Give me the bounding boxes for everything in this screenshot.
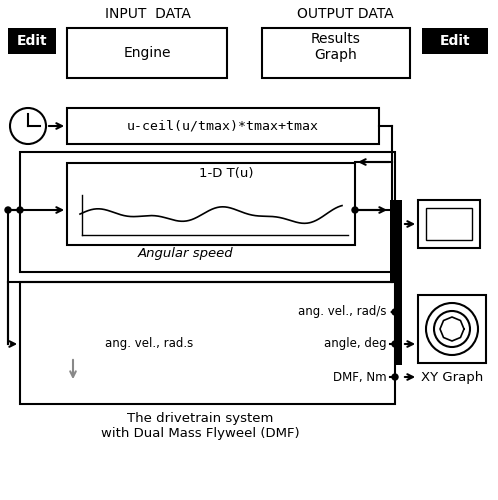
Text: angle, deg: angle, deg xyxy=(324,338,387,350)
Text: Edit: Edit xyxy=(17,34,47,48)
Bar xyxy=(20,152,395,272)
Bar xyxy=(418,295,486,363)
Bar xyxy=(422,28,488,54)
Text: The drivetrain system
with Dual Mass Flyweel (DMF): The drivetrain system with Dual Mass Fly… xyxy=(101,412,299,440)
Text: INPUT  DATA: INPUT DATA xyxy=(105,7,191,21)
Text: Engine: Engine xyxy=(123,46,171,60)
Circle shape xyxy=(352,207,358,213)
Text: ang. vel., rad/s: ang. vel., rad/s xyxy=(298,306,387,318)
Bar xyxy=(262,28,410,78)
Bar xyxy=(67,28,227,78)
Bar xyxy=(426,208,472,240)
Text: DMF, Nm: DMF, Nm xyxy=(333,370,387,384)
Circle shape xyxy=(17,207,23,213)
Text: u-ceil(u/tmax)*tmax+tmax: u-ceil(u/tmax)*tmax+tmax xyxy=(127,120,319,132)
Bar xyxy=(8,28,56,54)
Circle shape xyxy=(426,303,478,355)
Circle shape xyxy=(10,108,46,144)
Text: 1-D T(u): 1-D T(u) xyxy=(199,168,253,180)
Circle shape xyxy=(392,309,398,315)
Circle shape xyxy=(434,311,470,347)
Text: Edit: Edit xyxy=(440,34,470,48)
Bar xyxy=(390,200,402,365)
Bar xyxy=(20,282,395,404)
Text: Angular speed: Angular speed xyxy=(138,248,234,260)
Text: ang. vel., rad.s: ang. vel., rad.s xyxy=(105,338,193,350)
Circle shape xyxy=(392,341,398,347)
Bar xyxy=(67,163,355,245)
Text: XY Graph: XY Graph xyxy=(421,370,483,384)
Circle shape xyxy=(392,374,398,380)
Text: OUTPUT DATA: OUTPUT DATA xyxy=(297,7,393,21)
Bar xyxy=(67,108,379,144)
Text: Results
Graph: Results Graph xyxy=(311,32,361,62)
Bar xyxy=(418,200,480,248)
Circle shape xyxy=(5,207,11,213)
